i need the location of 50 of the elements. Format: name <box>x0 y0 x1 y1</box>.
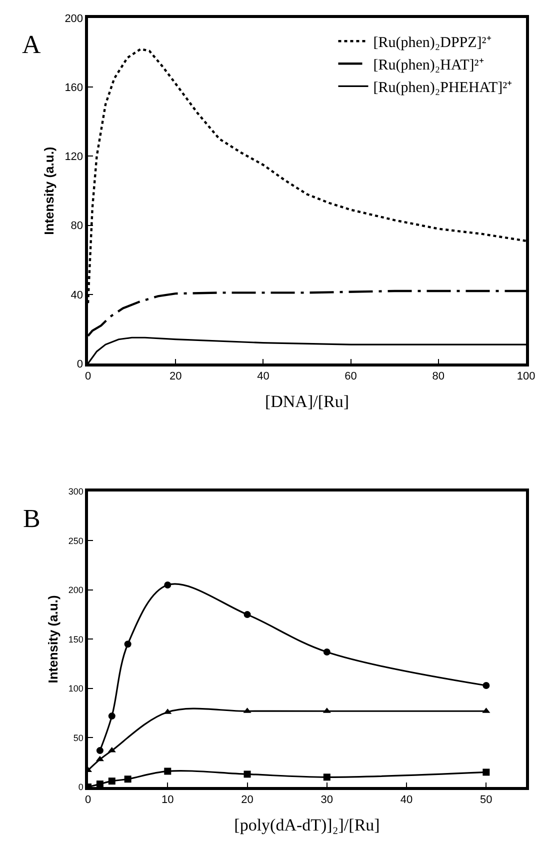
point <box>96 756 104 762</box>
x-tick-label: 40 <box>400 794 413 806</box>
legend-label: [Ru(phen)₂HAT]²⁺ <box>373 58 484 74</box>
x-tick-label: 100 <box>516 370 536 382</box>
point <box>96 780 104 787</box>
point <box>323 648 330 656</box>
legend-label: [Ru(phen)₂DPPZ]²⁺ <box>373 35 492 52</box>
x-tick-label: 20 <box>241 794 254 806</box>
x-tick-label: 0 <box>84 370 92 382</box>
y-tick-label: 0 <box>78 782 84 792</box>
y-tick-label: 150 <box>68 634 84 644</box>
point <box>108 778 116 785</box>
line-series <box>88 290 526 338</box>
point <box>482 768 490 776</box>
y-tick-label: 0 <box>76 358 84 370</box>
point <box>96 747 104 754</box>
x-axis-title: [DNA]/[Ru] <box>264 392 350 411</box>
x-tick-label: 20 <box>169 370 182 382</box>
text: B <box>23 504 40 533</box>
y-tick-label: 50 <box>73 732 84 743</box>
x-tick-label: 10 <box>162 794 174 806</box>
x-tick-label: 40 <box>257 370 270 382</box>
y-axis-title: Intensity (a.u.) <box>42 146 57 235</box>
x-tick-label: 0 <box>84 794 92 806</box>
y-tick-label: 100 <box>68 684 84 694</box>
point <box>164 581 172 588</box>
y-axis-title: Intensity (a.u.) <box>45 595 60 684</box>
x-tick-label: 80 <box>432 370 445 382</box>
y-tick-label: 80 <box>70 220 84 232</box>
point <box>244 770 251 778</box>
y-tick-label: 120 <box>64 151 84 164</box>
y-tick-label: 40 <box>70 289 84 302</box>
x-axis-title: [poly(dA-dT)]₂]/[Ru] <box>234 815 380 834</box>
point <box>124 640 132 648</box>
y-tick-label: 200 <box>64 12 84 25</box>
x-tick-label: 50 <box>480 794 492 806</box>
y-tick-label: 200 <box>68 585 84 596</box>
point <box>323 774 330 781</box>
point <box>164 768 172 775</box>
x-tick-label: 60 <box>344 370 357 382</box>
y-tick-label: 300 <box>68 486 84 497</box>
y-tick-label: 160 <box>64 82 84 94</box>
text: A <box>22 30 41 59</box>
y-tick-label: 250 <box>68 536 84 546</box>
x-tick-label: 30 <box>320 794 334 806</box>
point <box>124 776 132 783</box>
legend-label: [Ru(phen)₂PHEHAT]²⁺ <box>373 80 512 96</box>
point <box>482 682 490 689</box>
point <box>108 712 116 720</box>
point <box>244 611 251 618</box>
